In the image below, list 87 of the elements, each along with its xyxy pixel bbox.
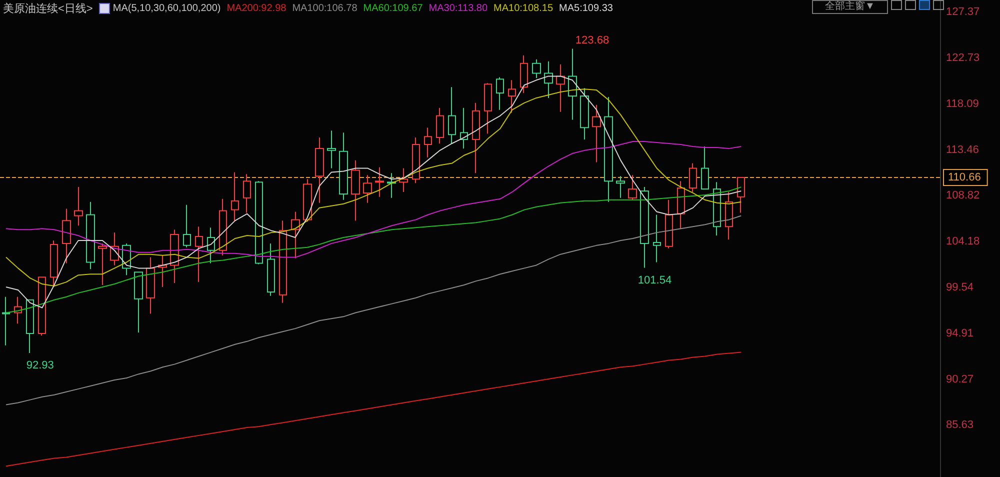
candlestick [231, 172, 239, 222]
candlestick [460, 107, 468, 149]
text: MA10:108.15 [494, 3, 554, 14]
candlestick [713, 182, 721, 236]
ref-line-label: 110.66 [948, 172, 981, 184]
candlestick [568, 48, 577, 120]
line-series [6, 141, 742, 258]
y-tick-label: 85.63 [946, 419, 974, 432]
y-tick-label: 90.27 [946, 373, 974, 386]
candlestick [484, 82, 492, 134]
text: MA60:109.67 [363, 3, 423, 14]
chart-title: 美原油连续<日线> [3, 2, 93, 16]
y-tick-label: 127.37 [946, 6, 980, 18]
candlestick [689, 162, 697, 192]
text: MA5:109.33 [559, 3, 613, 14]
annotation: 123.68 [575, 34, 610, 47]
candlestick [351, 160, 360, 222]
line-series [6, 352, 742, 467]
dropdown: 全部主窗▼ [812, 0, 888, 14]
candlestick [98, 242, 107, 286]
candlestick [628, 174, 637, 200]
text: MA100:106.78 [292, 3, 358, 14]
candlestick [62, 208, 71, 264]
candlestick [279, 220, 287, 304]
y-tick-label: 118.09 [946, 98, 979, 110]
candlestick [195, 226, 203, 283]
candlestick [508, 80, 516, 114]
candlestick [134, 272, 143, 334]
candlestick [86, 201, 95, 270]
y-tick-label: 108.82 [946, 190, 980, 202]
candlestick [616, 176, 625, 198]
candlestick [532, 58, 541, 79]
candlestick [544, 60, 553, 98]
line-series [6, 88, 742, 286]
text: MA30:113.80 [428, 3, 488, 14]
candlestick [2, 296, 10, 346]
candlestick [50, 240, 58, 288]
y-tick-label: 113.46 [946, 144, 979, 156]
candlestick [327, 130, 336, 169]
annotation: 92.93 [26, 360, 54, 372]
candlestick [339, 132, 348, 200]
text: MA200:92.98 [226, 3, 286, 14]
candlestick [26, 299, 34, 354]
candlestick [580, 88, 589, 140]
candlestick [243, 174, 251, 214]
candlestick [592, 104, 601, 163]
line-series [6, 215, 742, 406]
candlestick [436, 107, 444, 144]
line-series [6, 186, 742, 314]
candlestick [387, 172, 396, 198]
chart-subtitle: MA(5,10,30,60,100,200) [112, 3, 221, 14]
candlestick [315, 137, 324, 204]
y-tick-label: 104.18 [946, 236, 980, 248]
candlestick [653, 214, 661, 263]
line-series [6, 76, 742, 308]
candlestick [170, 229, 179, 284]
candlestick [412, 137, 420, 184]
candlestick [520, 54, 528, 94]
candlestick [448, 86, 456, 144]
candlestick [725, 191, 733, 240]
candlestick [255, 180, 263, 265]
candlestick [38, 276, 46, 336]
candlestick [737, 176, 745, 214]
candlestick [701, 146, 709, 190]
candlestick [303, 178, 312, 222]
candlestick [677, 180, 685, 230]
candlestick [291, 211, 300, 259]
candlestick [219, 198, 227, 256]
candlestick [183, 204, 191, 248]
candlestick [399, 168, 408, 192]
candlestick [267, 242, 275, 296]
candlestick [74, 186, 83, 226]
y-tick-label: 99.54 [946, 282, 974, 294]
candlestick [496, 76, 504, 110]
candlestick [640, 186, 649, 268]
candlestick [472, 102, 480, 174]
y-tick-label: 122.73 [946, 52, 980, 64]
candlestick [665, 199, 673, 249]
candlestick [556, 64, 565, 112]
candlestick [146, 256, 155, 314]
candlestick [207, 227, 215, 264]
annotation: 101.54 [638, 274, 672, 286]
candlestick [375, 166, 384, 198]
y-tick-label: 94.91 [946, 327, 974, 340]
candlestick [604, 96, 613, 202]
candlestick [424, 127, 432, 158]
candlestick [363, 174, 372, 204]
